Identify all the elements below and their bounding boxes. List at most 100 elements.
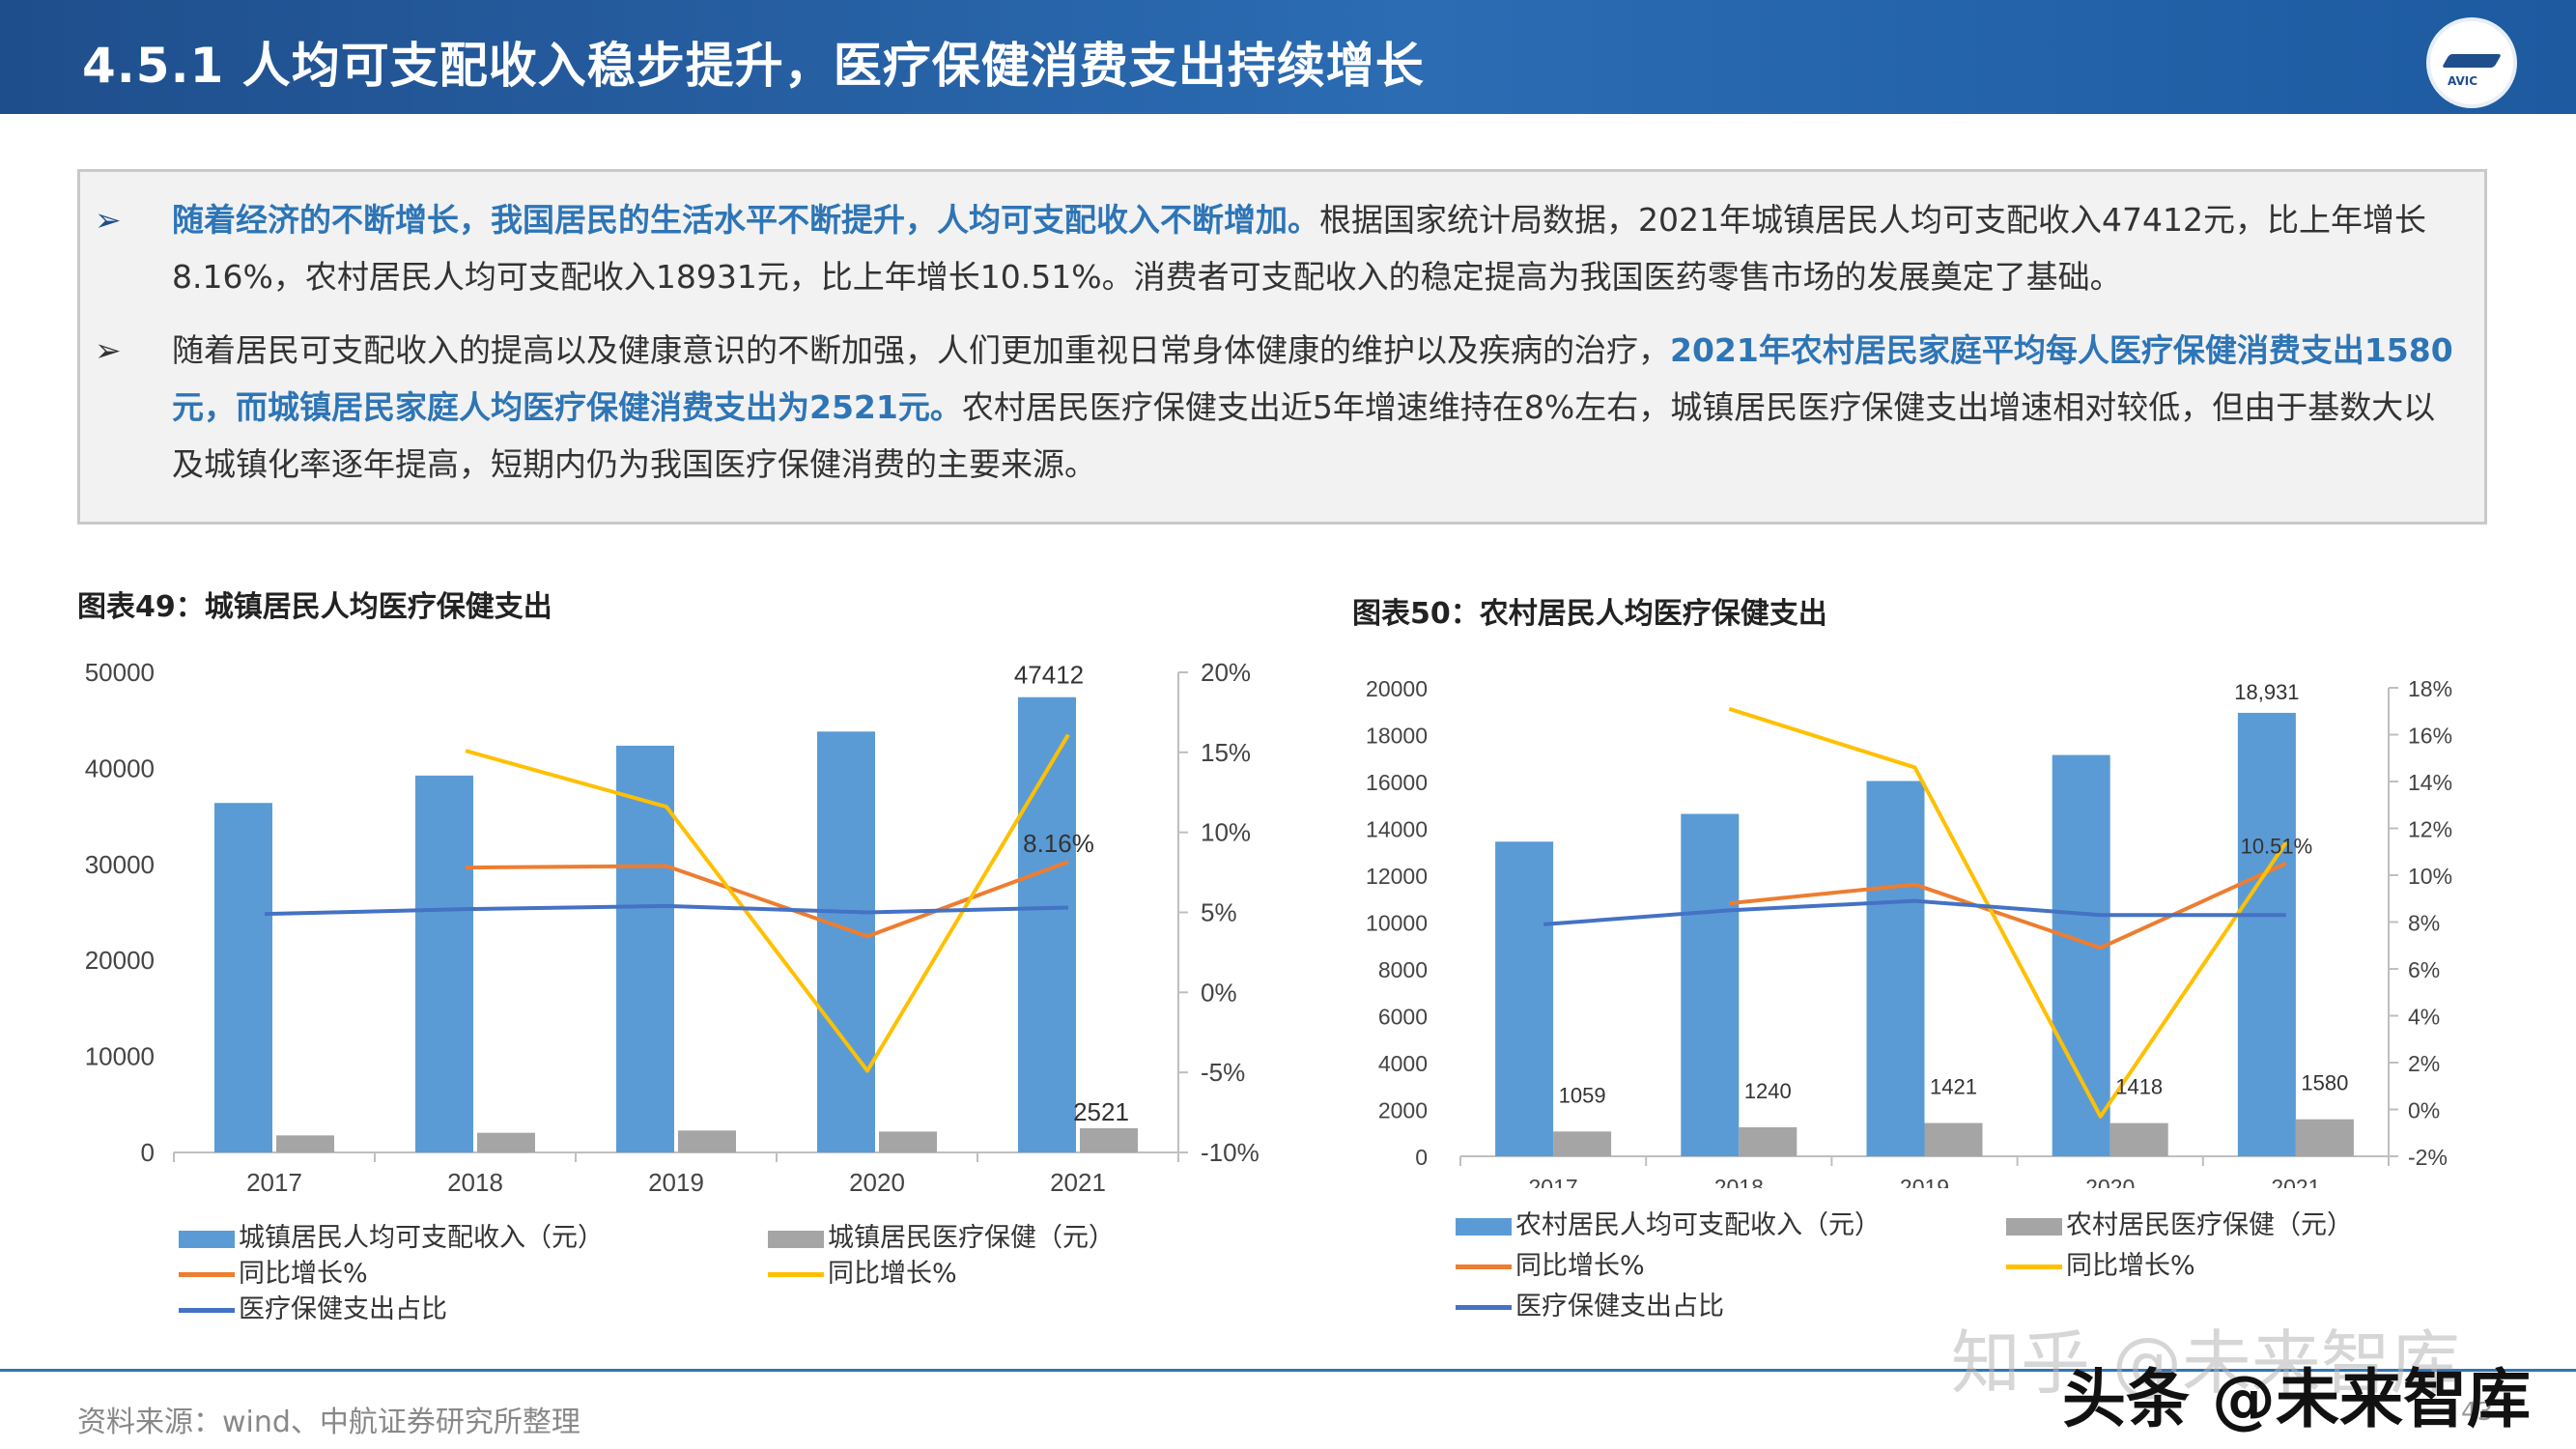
page-number: 43 — [2461, 1398, 2494, 1427]
chart-49-title: 图表49：城镇居民人均医疗保健支出 — [77, 590, 552, 624]
y2-tick-label: 5% — [1201, 898, 1237, 927]
legend-swatch — [1456, 1217, 1512, 1236]
legend-item: 城镇居民人均可支配收入（元） — [179, 1216, 604, 1254]
x-tick-label: 2018 — [447, 1168, 503, 1197]
y-tick-label: 14000 — [1366, 817, 1428, 842]
paragraph-highlight: 随着经济的不断增长，我国居民的生活水平不断提升，人均可支配收入不断增加。 — [172, 201, 1319, 239]
y2-tick-label: 6% — [2408, 957, 2440, 982]
y-tick-label: 20000 — [1366, 676, 1428, 701]
bar-income — [1018, 696, 1076, 1152]
y-tick-label: 20000 — [85, 946, 155, 975]
legend-item: 同比增长% — [179, 1252, 368, 1290]
bar-healthcare — [1924, 1122, 1983, 1156]
legend-label: 城镇居民人均可支配收入（元） — [239, 1223, 604, 1253]
paragraph-highlight: 2021年农村居民家庭平均每人医疗保健消费支出1580元，而城镇居民家庭人均医疗… — [172, 331, 2453, 426]
paragraph-body: 随着居民可支配收入的提高以及健康意识的不断加强，人们更加重视日常身体健康的维护以… — [172, 322, 2461, 493]
line-orange-label: 10.51% — [2241, 835, 2313, 859]
y2-tick-label: 12% — [2408, 817, 2452, 842]
bar-healthcare — [678, 1130, 736, 1152]
y2-tick-label: 10% — [2408, 864, 2452, 889]
line-navy — [264, 903, 1069, 917]
bar-healthcare-label: 1059 — [1559, 1083, 1606, 1107]
line-orange-label: 8.16% — [1023, 829, 1094, 858]
y-tick-label: 16000 — [1366, 770, 1428, 795]
y-tick-label: 0 — [1415, 1145, 1428, 1170]
logo-text: AVIC — [2448, 74, 2478, 88]
bar-healthcare — [1739, 1126, 1798, 1156]
bar-income — [2237, 712, 2296, 1156]
avic-logo: AVIC — [2426, 17, 2517, 108]
bar-healthcare — [1080, 1127, 1138, 1152]
line-orange — [1729, 861, 2287, 951]
bar-healthcare — [477, 1132, 535, 1152]
chart-50-title: 图表50：农村居民人均医疗保健支出 — [1352, 597, 1827, 631]
bar-healthcare-label: 1240 — [1744, 1079, 1792, 1103]
legend-label: 同比增长% — [1515, 1251, 1645, 1281]
paragraph-text: 农村居民医疗保健支出近5年增速维持在8%左右，城镇居民医疗保健支出增速相对较低，… — [172, 388, 2436, 483]
legend-item: 医疗保健支出占比 — [179, 1288, 447, 1325]
bar-healthcare-label: 2521 — [1073, 1097, 1129, 1126]
y2-tick-label: -2% — [2408, 1145, 2448, 1170]
legend-label: 同比增长% — [239, 1259, 368, 1289]
y2-tick-label: 14% — [2408, 770, 2452, 795]
chart-50: 0 2000 4000 6000 8000 10000 12000 14000 16000 180… — [1366, 676, 2452, 1188]
bar-income-label: 47412 — [1014, 661, 1084, 690]
x-tick-label: 2017 — [1529, 1175, 1578, 1188]
line-yellow — [1728, 706, 2288, 1119]
legend-item: 农村居民人均可支配收入（元） — [1456, 1204, 1881, 1241]
bar-income — [1495, 841, 1554, 1156]
bar-healthcare — [2295, 1119, 2354, 1156]
y2-tick-label: 4% — [2408, 1005, 2440, 1030]
legend-swatch — [179, 1308, 235, 1313]
legend-swatch — [2006, 1264, 2062, 1269]
bar-healthcare — [1553, 1131, 1612, 1156]
legend-item: 同比增长% — [768, 1252, 957, 1290]
bar-income — [214, 803, 272, 1152]
y2-tick-label: 0% — [2408, 1098, 2440, 1123]
bar-healthcare-label: 1580 — [2301, 1071, 2348, 1095]
bar-healthcare — [879, 1131, 937, 1152]
y2-tick-label: -10% — [1201, 1138, 1260, 1167]
y2-tick-label: 16% — [2408, 724, 2452, 749]
legend-item: 农村居民医疗保健（元） — [2006, 1204, 2353, 1241]
bar-income — [616, 745, 674, 1152]
bar-healthcare-label: 1418 — [2115, 1075, 2163, 1099]
legend-swatch — [179, 1230, 235, 1248]
legend-swatch — [179, 1272, 235, 1277]
bullet-arrow-icon: ➢ — [95, 201, 122, 239]
y-tick-label: 30000 — [85, 850, 155, 879]
bar-income — [2052, 754, 2110, 1156]
logo-wing-icon — [2441, 54, 2503, 68]
legend-item: 城镇居民医疗保健（元） — [768, 1216, 1115, 1254]
y-tick-label: 10000 — [1366, 911, 1428, 936]
bar-healthcare-label: 1421 — [1930, 1075, 1977, 1099]
x-tick-label: 2021 — [1050, 1168, 1106, 1197]
chart-49: 0 10000 20000 30000 40000 50000 -10% -5% 0% 5% 10%… — [85, 658, 1260, 1197]
summary-box: ➢ 随着经济的不断增长，我国居民的生活水平不断提升，人均可支配收入不断增加。根据… — [77, 169, 2487, 525]
legend-swatch — [1456, 1264, 1512, 1269]
x-tick-label: 2018 — [1714, 1175, 1764, 1188]
y-tick-label: 40000 — [85, 753, 155, 782]
y-tick-label: 6000 — [1378, 1005, 1428, 1030]
bullet-arrow-icon: ➢ — [95, 331, 122, 369]
bar-income-label: 18,931 — [2234, 680, 2299, 704]
source-note: 资料来源：wind、中航证券研究所整理 — [77, 1406, 580, 1439]
x-tick-label: 2021 — [2271, 1175, 2320, 1188]
watermark-toutiao: 头条 @未来智库 — [2062, 1362, 2531, 1436]
footer-divider — [0, 1369, 2576, 1372]
y-tick-label: 0 — [141, 1138, 155, 1167]
summary-paragraph-2: ➢ 随着居民可支配收入的提高以及健康意识的不断加强，人们更加重视日常身体健康的维… — [95, 322, 2461, 496]
line-orange — [465, 860, 1069, 939]
y-tick-label: 18000 — [1366, 724, 1428, 749]
legend-item: 同比增长% — [1456, 1244, 1645, 1282]
legend-label: 医疗保健支出占比 — [1515, 1292, 1724, 1321]
bar-income — [817, 731, 875, 1152]
bar-income — [1681, 813, 1740, 1156]
legend-item: 医疗保健支出占比 — [1456, 1285, 1724, 1322]
legend-label: 医疗保健支出占比 — [239, 1294, 447, 1324]
legend-label: 农村居民人均可支配收入（元） — [1515, 1210, 1881, 1240]
paragraph-text: 随着居民可支配收入的提高以及健康意识的不断加强，人们更加重视日常身体健康的维护以… — [172, 331, 1670, 369]
legend-swatch — [1456, 1305, 1512, 1310]
x-tick-label: 2017 — [246, 1168, 302, 1197]
y-tick-label: 10000 — [85, 1042, 155, 1071]
